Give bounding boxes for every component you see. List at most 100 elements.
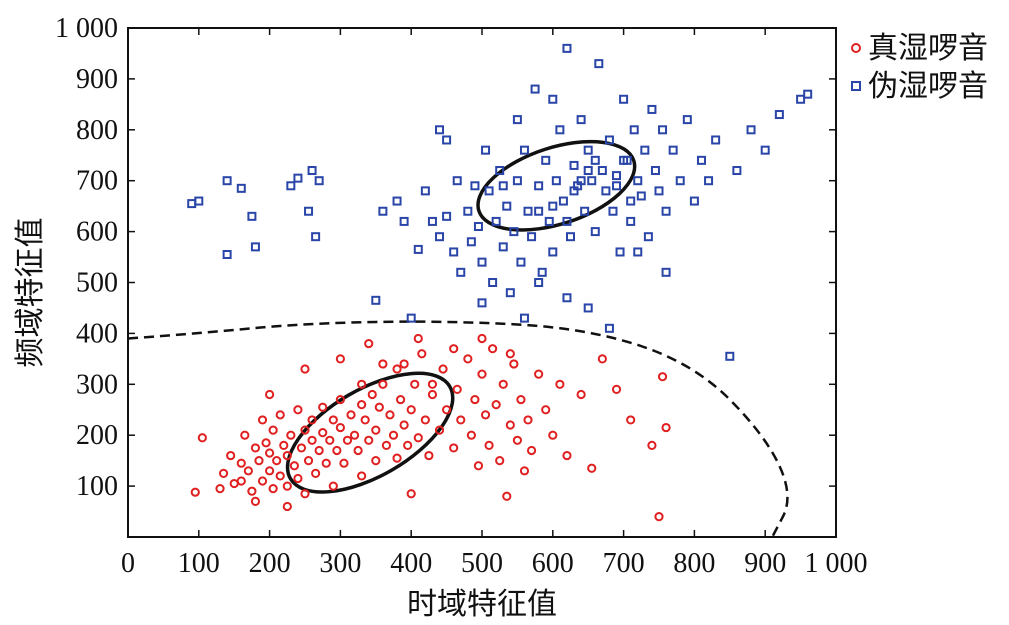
data-point-true-crackle: [332, 445, 342, 456]
data-point-true-crackle: [218, 468, 229, 478]
data-point-true-crackle: [488, 344, 498, 354]
x-tick-label: 300: [319, 548, 361, 579]
data-point-true-crackle: [491, 400, 501, 410]
data-point-true-crackle: [452, 384, 462, 394]
data-point-true-crackle: [381, 440, 392, 450]
data-point-false-crackle: [633, 176, 643, 186]
data-point-true-crackle: [342, 435, 353, 445]
data-point-false-crackle: [222, 250, 232, 260]
data-point-true-crackle: [484, 440, 494, 450]
data-point-false-crackle: [732, 166, 742, 176]
data-point-true-crackle: [374, 402, 384, 412]
data-point-true-crackle: [311, 468, 321, 478]
data-point-false-crackle: [583, 303, 593, 313]
data-point-false-crackle: [597, 166, 607, 176]
data-point-false-crackle: [495, 166, 505, 176]
data-point-true-crackle: [250, 443, 261, 453]
data-point-true-crackle: [318, 402, 328, 412]
data-point-false-crackle: [311, 232, 321, 242]
legend-marker-false-crackle: [851, 81, 861, 91]
data-point-false-crackle: [534, 181, 544, 191]
data-point-true-crackle: [420, 415, 430, 425]
data-point-true-crackle: [236, 476, 246, 486]
data-point-true-crackle: [611, 384, 622, 394]
data-point-false-crackle: [548, 247, 558, 257]
data-point-false-crackle: [247, 211, 257, 221]
data-point-false-crackle: [760, 145, 770, 155]
data-point-true-crackle: [647, 440, 657, 450]
data-point-false-crackle: [594, 59, 604, 69]
data-point-false-crackle: [435, 232, 445, 242]
x-axis-label: 时域特征值: [407, 587, 557, 622]
data-point-true-crackle: [392, 453, 402, 463]
data-point-true-crackle: [325, 435, 335, 445]
data-point-true-crackle: [505, 420, 515, 430]
data-point-false-crackle: [654, 186, 664, 196]
data-point-true-crackle: [247, 486, 257, 496]
data-point-true-crackle: [268, 425, 278, 435]
data-point-true-crackle: [385, 410, 395, 420]
data-point-true-crackle: [434, 425, 445, 435]
data-point-true-crackle: [498, 379, 508, 389]
data-point-true-crackle: [357, 400, 367, 410]
y-tick-label: 1 000: [55, 13, 118, 44]
data-point-false-crackle: [512, 115, 522, 125]
data-point-true-crackle: [265, 448, 275, 458]
data-point-true-crackle: [512, 435, 523, 445]
data-point-false-crackle: [435, 125, 445, 135]
data-point-false-crackle: [608, 206, 618, 216]
data-point-false-crackle: [293, 173, 303, 183]
data-point-true-crackle: [597, 354, 607, 364]
data-point-false-crackle: [619, 94, 629, 104]
x-tick-label: 400: [390, 548, 432, 579]
data-point-true-crackle: [541, 405, 551, 415]
data-point-true-crackle: [250, 496, 261, 506]
data-point-true-crackle: [275, 410, 285, 420]
data-point-false-crackle: [661, 267, 671, 277]
data-point-true-crackle: [339, 458, 349, 468]
data-point-false-crackle: [512, 176, 522, 186]
data-point-false-crackle: [502, 201, 512, 211]
data-point-true-crackle: [321, 458, 331, 468]
data-point-true-crackle: [587, 463, 597, 473]
data-point-false-crackle: [682, 115, 692, 125]
annotation-layer: [127, 139, 789, 538]
data-point-true-crackle: [442, 405, 452, 415]
data-point-true-crackle: [413, 433, 423, 443]
data-point-true-crackle: [272, 456, 282, 466]
data-point-true-crackle: [268, 484, 278, 494]
data-point-false-crackle: [636, 191, 646, 201]
data-point-true-crackle: [427, 379, 438, 389]
data-point-true-crackle: [449, 344, 459, 354]
data-point-true-crackle: [335, 394, 345, 405]
data-point-false-crackle: [583, 145, 593, 155]
y-tick-label: 600: [76, 217, 118, 248]
data-point-false-crackle: [590, 227, 600, 237]
data-point-false-crackle: [491, 216, 501, 226]
data-point-false-crackle: [378, 206, 388, 216]
data-point-false-crackle: [314, 176, 324, 186]
x-tick-label: 100: [178, 548, 220, 579]
data-point-false-crackle: [442, 135, 452, 145]
data-point-true-crackle: [657, 372, 668, 382]
legend-label-false-crackle: 伪湿啰音: [868, 69, 988, 104]
data-point-true-crackle: [509, 359, 519, 369]
data-point-true-crackle: [449, 443, 459, 453]
data-point-false-crackle: [406, 313, 416, 323]
data-point-true-crackle: [519, 466, 530, 476]
data-point-true-crackle: [502, 491, 512, 501]
data-point-true-crackle: [282, 501, 292, 512]
data-point-false-crackle: [746, 125, 756, 135]
data-point-true-crackle: [480, 410, 491, 420]
y-tick-label: 200: [76, 420, 118, 451]
y-axis-label: 频域特征值: [13, 218, 48, 368]
data-point-true-crackle: [378, 359, 388, 369]
legend: 真湿啰音 伪湿啰音: [851, 31, 988, 104]
data-point-false-crackle: [449, 247, 459, 257]
data-point-true-crackle: [303, 456, 314, 466]
data-point-false-crackle: [530, 84, 540, 94]
data-point-true-crackle: [279, 440, 289, 450]
data-point-true-crackle: [282, 481, 292, 491]
data-point-true-crackle: [466, 430, 476, 440]
